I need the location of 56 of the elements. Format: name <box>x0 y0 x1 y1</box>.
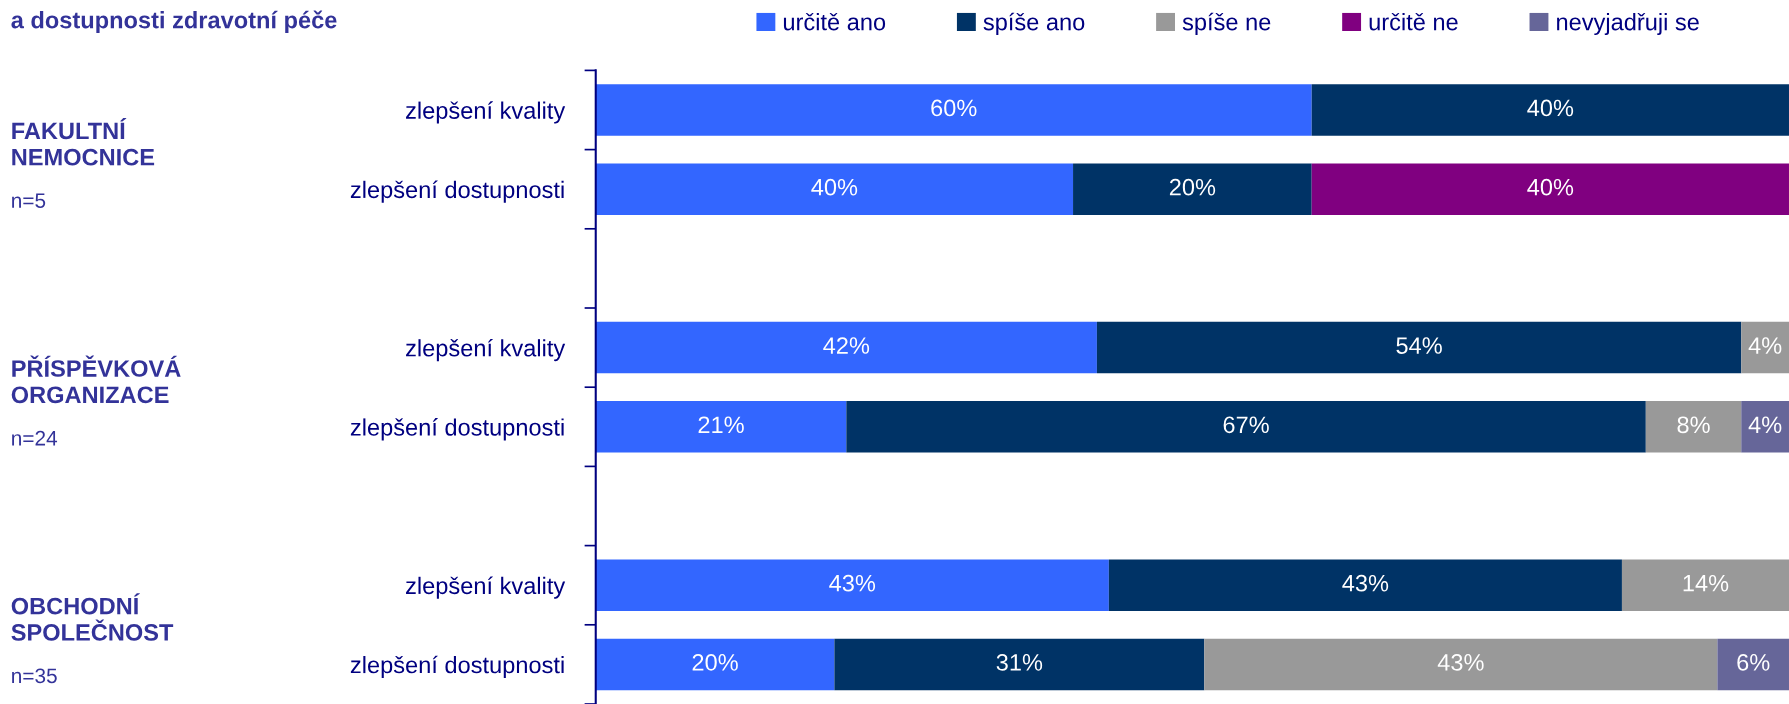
text: n=5 <box>12 193 46 208</box>
legend-label: nevyjadřuji se <box>1557 12 1699 36</box>
data-label: 42% <box>823 337 870 354</box>
bar <box>1741 321 1789 374</box>
bar <box>1311 163 1789 215</box>
data-label: 43% <box>1342 574 1389 592</box>
data-label: 40% <box>1527 178 1574 196</box>
y-tick-label: zlepšení dostupnosti <box>350 655 564 678</box>
y-tick-label: zlepšení dostupnosti <box>350 180 564 203</box>
bar <box>1311 84 1789 136</box>
bar <box>1204 638 1718 691</box>
data-label: 40% <box>1527 99 1574 117</box>
data-label: 8% <box>1677 416 1710 434</box>
bar <box>1096 321 1742 374</box>
bar <box>595 401 847 453</box>
text: FAKULTNÍ NEMOCNICE <box>12 118 155 166</box>
data-label: 60% <box>931 99 977 117</box>
data-label: 43% <box>829 574 876 592</box>
bar <box>834 638 1205 691</box>
data-label: 43% <box>1437 654 1484 671</box>
legend-label: spíše ano <box>983 12 1085 36</box>
text: n=24 <box>12 430 58 446</box>
bar <box>1108 559 1622 611</box>
data-label: 6% <box>1737 654 1770 671</box>
bar <box>1717 638 1789 691</box>
bar <box>1073 163 1312 215</box>
data-label: 54% <box>1396 337 1442 354</box>
data-label: 4% <box>1748 337 1782 354</box>
bar <box>595 84 1312 136</box>
bar <box>595 163 1074 215</box>
text: OBCHODNÍ SPOLEČNOST <box>11 593 174 641</box>
data-label: 40% <box>811 178 858 196</box>
bar <box>1621 559 1789 611</box>
data-label: 31% <box>996 654 1043 671</box>
data-label: 4% <box>1748 416 1782 434</box>
legend-label: určitě ano <box>783 12 886 31</box>
legend-label: určitě ne <box>1369 12 1458 31</box>
data-label: 20% <box>692 654 738 671</box>
bar <box>595 638 835 691</box>
y-tick-label: zlepšení kvality <box>406 101 566 124</box>
text: a dostupnosti zdravotní péče <box>11 10 337 34</box>
bar <box>1645 401 1742 453</box>
text: PŘÍSPĚVKOVÁ ORGANIZACE <box>11 355 181 404</box>
text: n=35 <box>12 668 57 684</box>
data-label: 67% <box>1223 416 1269 434</box>
data-label: 20% <box>1169 178 1216 196</box>
bar <box>846 401 1646 453</box>
legend-label: spíše ne <box>1182 12 1271 36</box>
bar <box>595 559 1109 611</box>
y-tick-label: zlepšení kvality <box>406 338 566 362</box>
y-tick-label: zlepšení kvality <box>406 576 566 599</box>
bar <box>595 321 1097 374</box>
bar <box>1741 401 1789 453</box>
data-label: 14% <box>1683 574 1729 592</box>
data-label: 21% <box>698 416 744 434</box>
y-tick-label: zlepšení dostupnosti <box>350 418 564 441</box>
